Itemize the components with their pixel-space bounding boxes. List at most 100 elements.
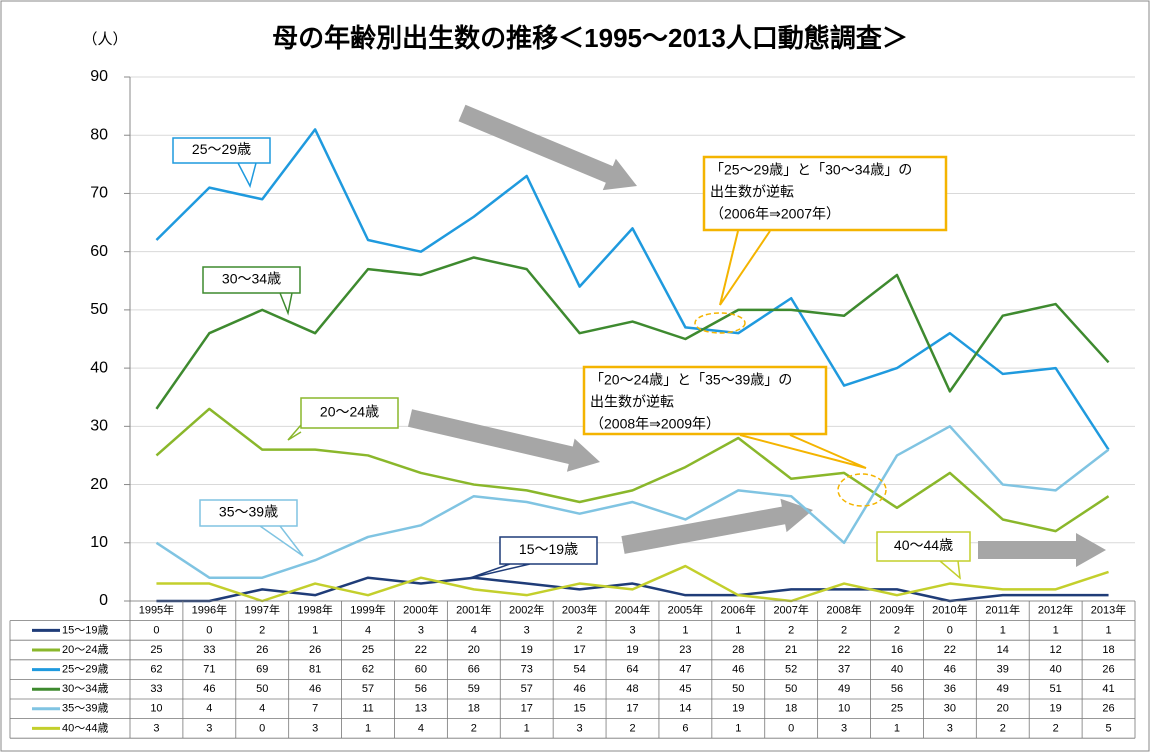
- x-tick-label: 2004年: [615, 603, 650, 617]
- table-cell: 50: [256, 683, 268, 695]
- annotation-box: [702, 155, 948, 232]
- table-cell: 81: [309, 664, 321, 676]
- table-cell: 1: [524, 722, 530, 734]
- x-tick-label: 2009年: [879, 603, 914, 617]
- annotation-text: 出生数が逆転: [590, 394, 674, 410]
- table-cell: 3: [947, 722, 953, 734]
- legend-label: 15～19歳: [62, 623, 108, 636]
- annotation-text: （2006年⇒2007年）: [710, 206, 840, 222]
- callout-box: [172, 137, 271, 189]
- highlight-ellipse: [837, 473, 887, 507]
- table-cell: 25: [891, 703, 903, 715]
- table-cell: 33: [150, 683, 162, 695]
- series-line: [156, 564, 1109, 603]
- table-cell: 21: [785, 644, 797, 656]
- table-cell: 19: [1050, 703, 1062, 715]
- legend-label: 25～29歳: [62, 663, 108, 676]
- table-cell: 62: [362, 664, 374, 676]
- table-cell: 2: [1000, 722, 1006, 734]
- y-tick-label: 40: [90, 359, 108, 376]
- table-cell: 1: [682, 624, 688, 636]
- table-cell: 57: [362, 683, 374, 695]
- callout-box: [876, 531, 971, 580]
- table-cell: 3: [524, 624, 530, 636]
- table-cell: 18: [785, 703, 797, 715]
- table-cell: 22: [415, 644, 427, 656]
- table-cell: 66: [468, 664, 480, 676]
- highlight-ellipse: [694, 312, 746, 334]
- x-tick-label: 1997年: [244, 603, 279, 617]
- table-cell: 13: [415, 703, 427, 715]
- table-cell: 30: [944, 703, 956, 715]
- table-cell: 0: [206, 624, 212, 636]
- trend-arrow: [978, 533, 1106, 567]
- callout-label: 15～19歳: [519, 541, 578, 557]
- x-tick-label: 2002年: [509, 603, 544, 617]
- x-tick-label: 1995年: [139, 603, 174, 617]
- x-tick-label: 2010年: [932, 603, 967, 617]
- table-cell: 18: [468, 703, 480, 715]
- table-cell: 0: [259, 722, 265, 734]
- table-cell: 22: [944, 644, 956, 656]
- x-tick-label: 2008年: [826, 603, 861, 617]
- table-cell: 59: [468, 683, 480, 695]
- table-cell: 10: [838, 703, 850, 715]
- annotation-text: 出生数が逆転: [710, 184, 794, 200]
- table-cell: 14: [997, 644, 1009, 656]
- table-cell: 56: [891, 683, 903, 695]
- y-tick-label: 20: [90, 476, 108, 493]
- table-cell: 50: [785, 683, 797, 695]
- table-cell: 2: [894, 624, 900, 636]
- x-tick-label: 2013年: [1091, 603, 1126, 617]
- table-cell: 2: [471, 722, 477, 734]
- table-cell: 2: [1053, 722, 1059, 734]
- table-cell: 56: [415, 683, 427, 695]
- table-cell: 4: [471, 624, 477, 636]
- x-tick-label: 2003年: [562, 603, 597, 617]
- table-cell: 4: [418, 722, 424, 734]
- series-line: [155, 256, 1110, 410]
- table-cell: 60: [415, 664, 427, 676]
- table-cell: 51: [1050, 683, 1062, 695]
- y-tick-label: 60: [90, 243, 108, 260]
- legend-label: 40～44歳: [62, 721, 108, 734]
- table-cell: 17: [626, 703, 638, 715]
- table-cell: 0: [947, 624, 953, 636]
- callout-box: [287, 397, 399, 441]
- y-tick-label: 10: [90, 534, 108, 551]
- table-cell: 25: [150, 644, 162, 656]
- table-cell: 62: [150, 664, 162, 676]
- table-cell: 3: [841, 722, 847, 734]
- series-line: [155, 425, 1110, 579]
- table-cell: 40: [891, 664, 903, 676]
- table-cell: 47: [679, 664, 691, 676]
- table-cell: 26: [1102, 703, 1114, 715]
- table-cell: 4: [259, 703, 265, 715]
- table-cell: 1: [1000, 624, 1006, 636]
- table-cell: 25: [362, 644, 374, 656]
- table-cell: 37: [838, 664, 850, 676]
- legend-label: 30～34歳: [62, 682, 108, 695]
- table-cell: 46: [732, 664, 744, 676]
- x-tick-label: 2005年: [668, 603, 703, 617]
- trend-arrow: [621, 498, 813, 554]
- y-tick-label: 50: [90, 301, 108, 318]
- table-cell: 71: [203, 664, 215, 676]
- table-cell: 0: [153, 624, 159, 636]
- table-cell: 3: [206, 722, 212, 734]
- callout-label: 40～44歳: [894, 537, 953, 553]
- table-cell: 22: [838, 644, 850, 656]
- x-tick-label: 1998年: [297, 603, 332, 617]
- x-tick-label: 2007年: [773, 603, 808, 617]
- table-cell: 41: [1102, 683, 1114, 695]
- table-cell: 19: [521, 644, 533, 656]
- table-cell: 14: [679, 703, 691, 715]
- table-cell: 49: [838, 683, 850, 695]
- table-cell: 3: [629, 624, 635, 636]
- table-cell: 3: [418, 624, 424, 636]
- annotation-box: [582, 365, 828, 436]
- x-tick-label: 2000年: [403, 603, 438, 617]
- y-tick-label: 70: [90, 185, 108, 202]
